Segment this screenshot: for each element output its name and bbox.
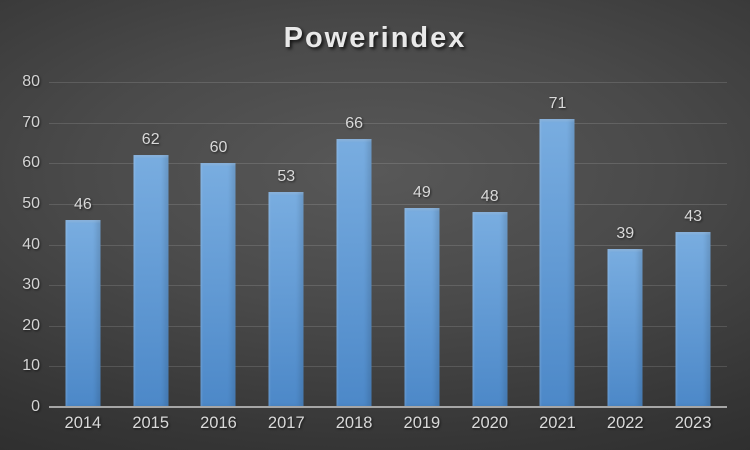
y-tick-label-70: 70 [22,113,40,131]
y-tick-label-60: 60 [22,154,40,172]
bar-value-label-2016: 60 [209,139,228,157]
gridline-50 [49,203,727,205]
bar-value-label-2018: 66 [345,114,363,132]
x-tick-label-2021: 2021 [539,414,576,432]
bar-slot-2023: 43 [659,82,727,407]
bar-slot-2014: 46 [49,82,117,407]
x-tick-label-2023: 2023 [674,414,712,432]
bar-value-label-2022: 39 [616,224,635,242]
y-tick-label-50: 50 [22,194,40,212]
x-tick-label-2020: 2020 [471,414,509,432]
x-tick-label-2016: 2016 [200,414,237,432]
bar-slot-2018: 66 [320,82,388,407]
x-tick-label-2022: 2022 [606,414,644,432]
bar-slot-2019: 49 [388,82,456,407]
bar-value-label-2020: 48 [480,188,499,205]
bar-2019 [404,207,440,407]
bar-slot-2020: 48 [456,82,524,407]
bar-slot-2021: 71 [524,82,592,407]
x-tick-label-2019: 2019 [403,414,441,432]
bar-2017 [268,191,304,407]
bar-value-label-2019: 49 [413,183,431,201]
chart-title: Powerindex [283,22,467,54]
bar-slot-2022: 39 [591,82,659,407]
bar-2022 [607,248,643,407]
bar-2021 [539,118,575,407]
bar-slot-2015: 62 [117,82,185,407]
bar-2020 [472,212,508,407]
x-tick-label-2014: 2014 [64,414,102,432]
y-tick-label-0: 0 [31,398,40,415]
bar-value-label-2014: 46 [74,196,92,214]
x-axis-line [49,406,727,408]
x-tick-label-2015: 2015 [132,414,170,432]
gridline-80 [49,82,727,83]
x-axis: 2014 2015 2016 2017 2018 2019 2020 2021 2022 2023 [49,414,727,433]
bar-slot-2017: 53 [252,82,320,407]
gridline-70 [49,122,727,124]
y-tick-label-20: 20 [22,316,40,334]
bar-2018 [336,138,372,407]
gridline-30 [49,285,727,287]
gridline-60 [49,163,727,165]
y-tick-label-80: 80 [22,73,40,90]
x-tick-label-2017: 2017 [267,414,305,432]
gridline-10 [49,366,727,368]
bar-2023 [675,232,711,407]
y-axis: 0 10 20 30 40 50 60 70 80 [0,73,40,415]
bar-2014 [65,220,101,407]
plot-area: 46 62 60 53 66 49 48 71 39 43 [49,82,727,408]
bar-value-label-2017: 53 [277,167,296,185]
y-tick-label-10: 10 [22,357,40,375]
bar-value-label-2023: 43 [684,208,702,226]
bar-2015 [133,155,169,407]
x-tick-label-2018: 2018 [335,414,373,432]
y-tick-label-30: 30 [22,276,40,294]
bar-value-label-2015: 62 [141,131,160,149]
gridline-40 [49,244,727,246]
y-tick-label-40: 40 [22,235,40,253]
bar-value-label-2021: 71 [548,94,567,112]
bar-2016 [200,163,236,407]
gridline-20 [49,325,727,327]
bar-slot-2016: 60 [185,82,253,407]
